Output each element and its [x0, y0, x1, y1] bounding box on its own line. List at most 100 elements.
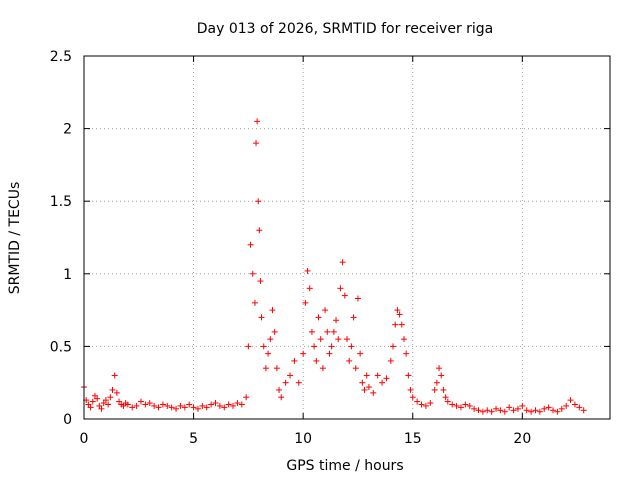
data-point [457, 404, 464, 411]
data-point [221, 404, 228, 411]
data-point [387, 357, 394, 364]
data-point [403, 350, 410, 357]
data-point [257, 278, 264, 285]
data-point [89, 398, 96, 405]
data-point [300, 350, 307, 357]
data-point [287, 372, 294, 379]
data-point [199, 402, 206, 409]
data-point [449, 401, 456, 408]
data-point [383, 375, 390, 382]
y-axis-label: SRMTID / TECUs [7, 182, 23, 295]
data-point [361, 386, 368, 393]
x-tick-label: 15 [404, 431, 422, 447]
data-point [304, 267, 311, 274]
data-point [295, 379, 302, 386]
data-point [247, 241, 254, 248]
data-point [311, 343, 318, 350]
data-point [291, 357, 298, 364]
data-point [302, 299, 309, 306]
data-point [194, 405, 201, 412]
data-point [102, 397, 109, 404]
data-point [444, 398, 451, 405]
y-tick-label: 0.5 [50, 339, 72, 355]
data-point [346, 357, 353, 364]
y-tick-label: 1.5 [50, 194, 72, 210]
data-point [475, 407, 482, 414]
data-point [479, 408, 486, 415]
data-point [173, 405, 180, 412]
data-point [151, 402, 158, 409]
data-point [400, 336, 407, 343]
data-point [87, 404, 94, 411]
axis-ticks [83, 55, 610, 420]
data-point [341, 292, 348, 299]
data-point [107, 394, 114, 401]
data-point [558, 405, 565, 412]
data-point [269, 307, 276, 314]
data-point [359, 379, 366, 386]
y-tick-label: 2 [63, 122, 72, 138]
x-tick-label: 5 [189, 431, 198, 447]
x-axis-label: GPS time / hours [286, 458, 403, 474]
x-tick-label: 10 [294, 431, 312, 447]
data-point [563, 402, 570, 409]
y-tick-label: 2.5 [50, 49, 72, 65]
data-point [328, 343, 335, 350]
data-point [438, 372, 445, 379]
data-point [190, 404, 197, 411]
data-point [273, 365, 280, 372]
data-point [506, 404, 513, 411]
data-point [462, 401, 469, 408]
data-point [580, 407, 587, 414]
data-point [251, 299, 258, 306]
grid-lines [84, 56, 610, 419]
data-point [545, 404, 552, 411]
data-point [431, 386, 438, 393]
tick-labels: 0 5 10 15 20 0 0.5 1 1.5 2 2.5 [50, 49, 532, 447]
data-point [510, 407, 517, 414]
data-point [365, 384, 372, 391]
data-point [333, 317, 340, 324]
data-point [337, 285, 344, 292]
data-point [238, 401, 245, 408]
data-point [484, 407, 491, 414]
data-point [155, 404, 162, 411]
data-point [225, 401, 232, 408]
data-point [405, 372, 412, 379]
data-point [249, 270, 256, 277]
data-point [278, 394, 285, 401]
data-point [407, 386, 414, 393]
data-point [133, 402, 140, 409]
data-point [471, 405, 478, 412]
data-point [164, 402, 171, 409]
data-point [339, 259, 346, 266]
data-point [497, 407, 504, 414]
data-point [260, 343, 267, 350]
chart-title: Day 013 of 2026, SRMTID for receiver rig… [197, 21, 494, 37]
data-point [576, 404, 583, 411]
data-point [265, 350, 272, 357]
data-point [442, 394, 449, 401]
data-point [493, 405, 500, 412]
data-point [363, 372, 370, 379]
data-point [256, 227, 263, 234]
data-point [414, 398, 421, 405]
data-point [168, 404, 175, 411]
data-point [550, 407, 557, 414]
data-point [394, 307, 401, 314]
data-point [109, 386, 116, 393]
data-point [514, 405, 521, 412]
data-point [262, 365, 269, 372]
data-point [326, 350, 333, 357]
data-point [212, 400, 219, 407]
data-point [306, 285, 313, 292]
plot-frame [83, 55, 611, 420]
data-point [322, 307, 329, 314]
data-point [330, 328, 337, 335]
data-point [276, 386, 283, 393]
data-point [501, 408, 508, 415]
data-point [466, 402, 473, 409]
data-point [159, 401, 166, 408]
data-point [370, 389, 377, 396]
